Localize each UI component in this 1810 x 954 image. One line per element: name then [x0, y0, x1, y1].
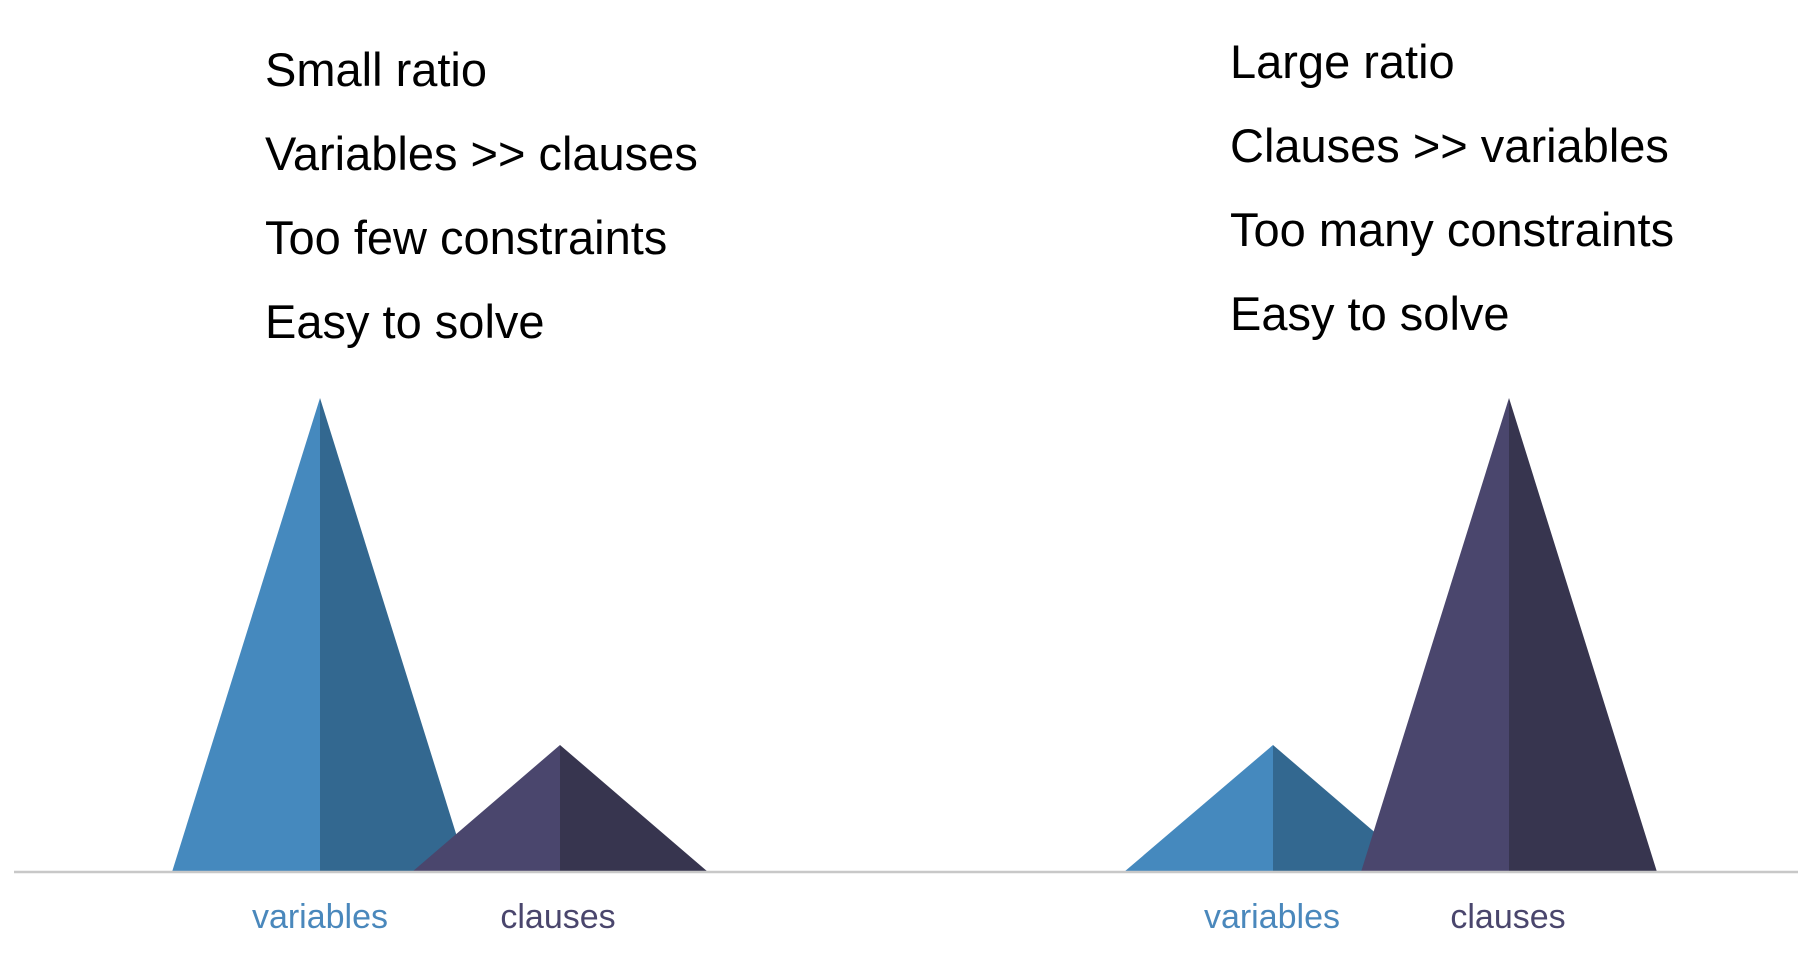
right-relation: Clauses >> variables [1230, 119, 1669, 172]
right-clauses-face-light [1361, 398, 1509, 872]
right-constraints: Too many constraints [1230, 203, 1675, 256]
right-clauses-face-dark [1509, 398, 1657, 872]
right-variables-face-light [1124, 745, 1273, 872]
left-variables-face-dark [320, 398, 468, 872]
right-difficulty: Easy to solve [1230, 287, 1510, 340]
left-variables-pyramid [172, 398, 468, 872]
left-clauses-face-dark [560, 745, 708, 872]
right-clauses-pyramid [1361, 398, 1657, 872]
left-clauses-label: clauses [500, 898, 615, 936]
left-title: Small ratio [265, 43, 488, 96]
left-relation: Variables >> clauses [265, 127, 698, 180]
right-variables-label: variables [1204, 898, 1340, 936]
left-variables-face-light [172, 398, 320, 872]
right-clauses-label: clauses [1450, 898, 1565, 936]
right-description: Large ratio Clauses >> variables Too man… [1230, 20, 1674, 356]
left-clauses-pyramid [412, 745, 708, 872]
left-difficulty: Easy to solve [265, 295, 545, 348]
left-constraints: Too few constraints [265, 211, 668, 264]
left-variables-label: variables [252, 898, 388, 936]
right-title: Large ratio [1230, 35, 1455, 88]
left-description: Small ratio Variables >> clauses Too few… [265, 28, 698, 364]
left-clauses-face-light [412, 745, 560, 872]
